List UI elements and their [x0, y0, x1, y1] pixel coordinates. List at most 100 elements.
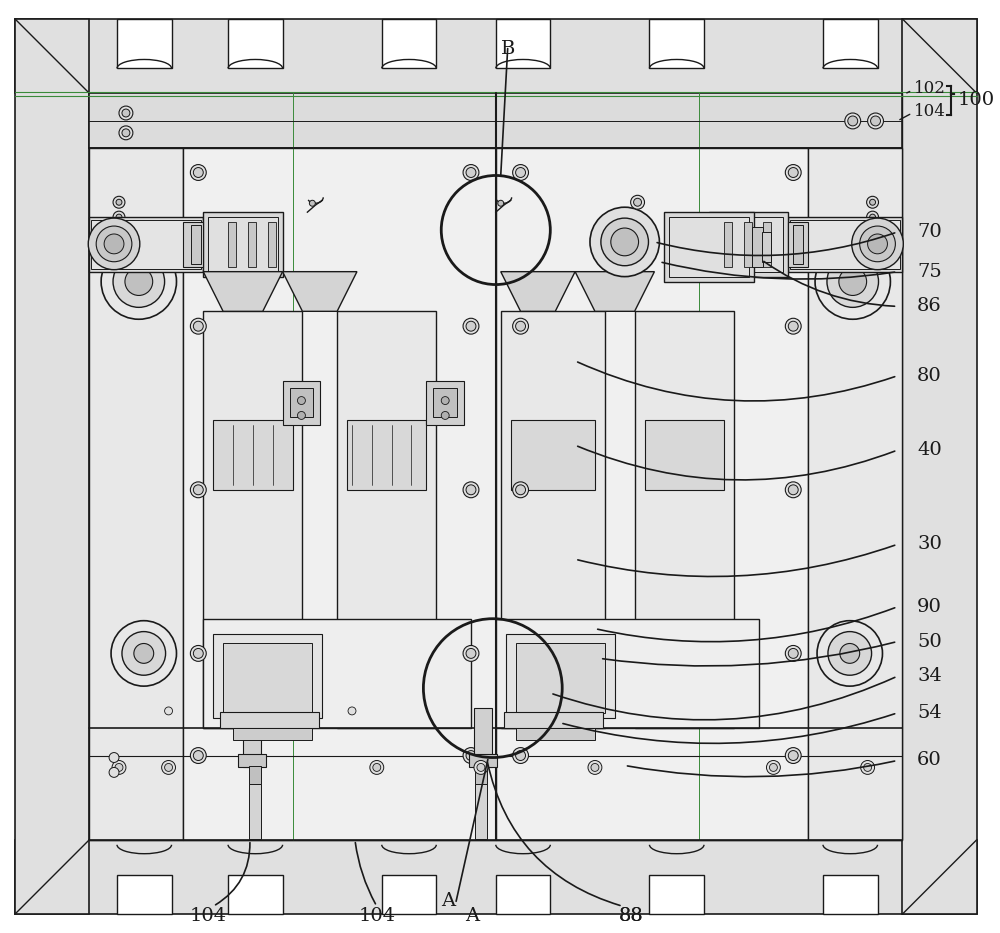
Text: 70: 70: [917, 223, 942, 241]
Circle shape: [513, 747, 528, 763]
Circle shape: [477, 763, 485, 772]
Bar: [89, 93, 902, 840]
Circle shape: [463, 481, 479, 497]
Circle shape: [611, 228, 639, 256]
Circle shape: [463, 318, 479, 334]
Circle shape: [870, 200, 876, 205]
Circle shape: [474, 760, 488, 774]
Bar: [649, 874, 704, 914]
Bar: [790, 220, 900, 269]
Circle shape: [165, 707, 173, 715]
Circle shape: [867, 211, 879, 223]
Bar: [475, 766, 487, 785]
Circle shape: [590, 207, 659, 276]
Bar: [249, 785, 261, 839]
Circle shape: [513, 646, 528, 661]
Circle shape: [297, 397, 305, 405]
Bar: [504, 712, 603, 728]
Bar: [15, 840, 977, 914]
Bar: [426, 381, 464, 425]
Circle shape: [119, 126, 133, 140]
Text: 104: 104: [190, 907, 227, 926]
Bar: [788, 217, 902, 272]
Circle shape: [193, 321, 203, 331]
Bar: [496, 147, 808, 840]
Circle shape: [852, 218, 903, 270]
Circle shape: [848, 116, 858, 126]
Bar: [635, 312, 734, 728]
Text: 104: 104: [358, 907, 395, 926]
Text: 50: 50: [917, 633, 942, 650]
Circle shape: [839, 268, 867, 296]
Bar: [223, 644, 312, 713]
Circle shape: [309, 201, 315, 206]
Circle shape: [96, 226, 132, 262]
Text: 88: 88: [618, 907, 643, 926]
Circle shape: [463, 164, 479, 180]
Text: 88: 88: [618, 907, 643, 926]
Polygon shape: [283, 272, 357, 312]
Bar: [268, 222, 276, 267]
Circle shape: [827, 256, 879, 307]
Bar: [469, 754, 497, 768]
Circle shape: [868, 234, 887, 254]
Circle shape: [867, 196, 879, 208]
Circle shape: [109, 753, 119, 762]
Circle shape: [785, 318, 801, 334]
Circle shape: [165, 763, 173, 772]
Bar: [714, 217, 783, 272]
Circle shape: [122, 129, 130, 137]
Circle shape: [109, 768, 119, 777]
Circle shape: [463, 747, 479, 763]
Bar: [243, 708, 261, 768]
Circle shape: [88, 218, 140, 270]
Circle shape: [193, 750, 203, 760]
Circle shape: [190, 481, 206, 497]
Bar: [501, 312, 605, 728]
Circle shape: [466, 321, 476, 331]
Bar: [89, 93, 902, 147]
Bar: [823, 19, 878, 68]
Circle shape: [766, 760, 780, 774]
Bar: [902, 19, 977, 914]
Text: 60: 60: [917, 751, 942, 770]
Bar: [516, 644, 605, 713]
Polygon shape: [575, 272, 654, 312]
Circle shape: [817, 620, 882, 686]
Circle shape: [113, 256, 165, 307]
Bar: [89, 147, 183, 840]
Circle shape: [348, 707, 356, 715]
Bar: [15, 19, 89, 914]
Circle shape: [634, 199, 642, 206]
Bar: [744, 222, 752, 267]
Bar: [191, 225, 201, 264]
Circle shape: [116, 215, 122, 220]
Bar: [203, 312, 302, 728]
Circle shape: [516, 648, 526, 659]
Bar: [248, 222, 256, 267]
Bar: [496, 619, 759, 728]
Circle shape: [441, 411, 449, 420]
Bar: [664, 212, 754, 282]
Bar: [15, 19, 977, 93]
Circle shape: [815, 244, 890, 319]
Text: 104: 104: [914, 103, 946, 119]
Bar: [669, 217, 749, 276]
Circle shape: [297, 411, 305, 420]
Text: 102: 102: [914, 79, 946, 97]
Bar: [220, 712, 319, 728]
Bar: [475, 785, 487, 839]
Bar: [290, 388, 313, 417]
Bar: [709, 212, 788, 276]
Polygon shape: [501, 272, 575, 312]
Circle shape: [864, 763, 872, 772]
Circle shape: [113, 211, 125, 223]
Bar: [496, 19, 550, 68]
Circle shape: [466, 168, 476, 177]
Circle shape: [466, 485, 476, 494]
Circle shape: [601, 218, 648, 266]
Circle shape: [466, 750, 476, 760]
Bar: [724, 222, 732, 267]
Bar: [228, 874, 283, 914]
Circle shape: [193, 168, 203, 177]
